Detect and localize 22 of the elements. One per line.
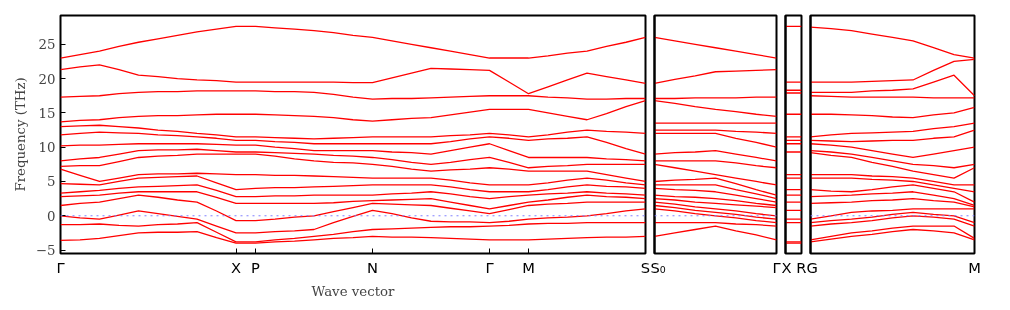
x-tick-label: M	[522, 258, 535, 276]
x-tick-label: X	[230, 258, 242, 276]
y-tick-label: 20	[38, 71, 56, 87]
y-tick-label: 0	[47, 208, 56, 224]
x-tick-label: X	[781, 258, 792, 276]
y-tick-label: 15	[38, 105, 56, 121]
y-tick-label: −5	[35, 243, 56, 259]
x-axis-title: Wave vector	[311, 283, 396, 299]
x-tick-label: S₀	[650, 258, 666, 276]
x-tick-label: Γ	[485, 258, 495, 276]
x-tick-label: Γ	[772, 258, 782, 276]
y-tick-label: 25	[38, 37, 56, 53]
y-tick-label: 5	[47, 174, 56, 190]
x-tick-label: S	[640, 258, 651, 276]
x-tick-label: M	[968, 258, 981, 276]
y-tick-label: 10	[38, 140, 56, 156]
x-tick-label: R	[796, 258, 807, 276]
y-axis-title: Frequency (THz)	[12, 77, 28, 192]
x-tick-label: P	[251, 258, 261, 276]
x-tick-label: G	[806, 258, 818, 276]
x-tick-label: Γ	[56, 258, 66, 276]
x-tick-label: N	[367, 258, 378, 276]
